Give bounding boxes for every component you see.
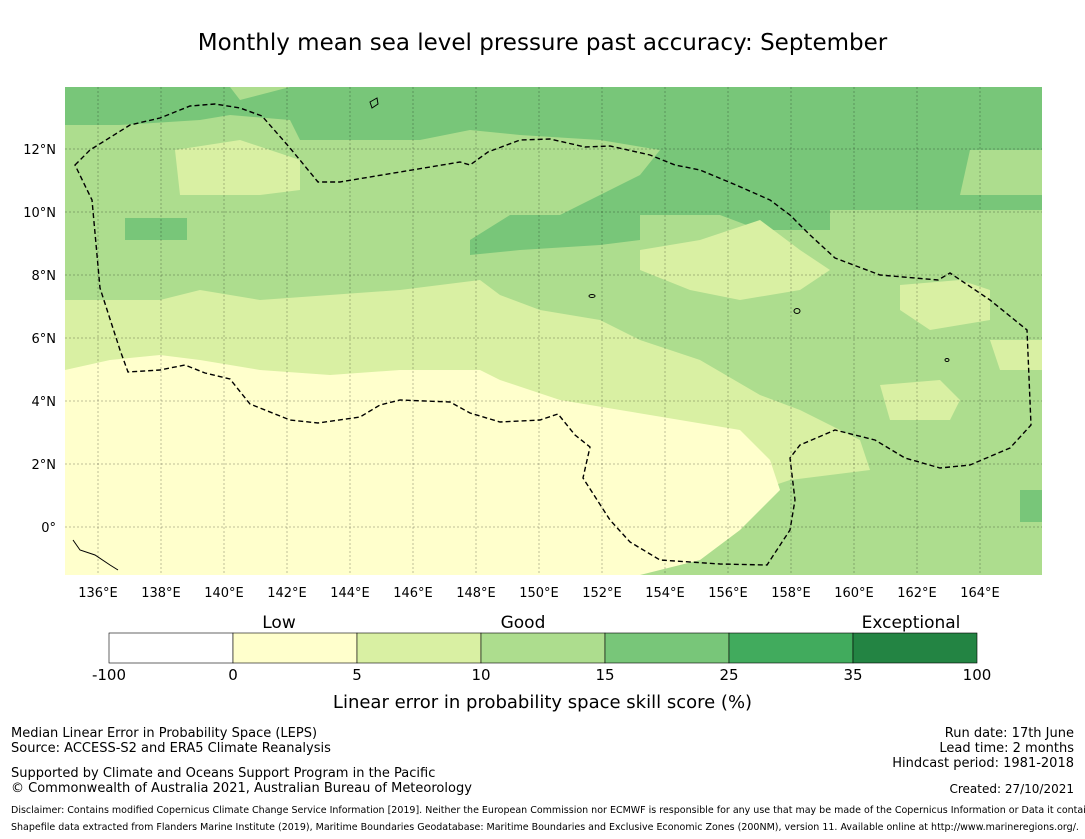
island-pohnpei	[793, 308, 801, 314]
island-png-coast	[72, 539, 119, 571]
footer-copyright: © Commonwealth of Australia 2021, Austra…	[11, 781, 472, 796]
lon-label-148e: 148°E	[456, 586, 496, 601]
map-title: Monthly mean sea level pressure past acc…	[197, 30, 888, 56]
footer-leps: Median Linear Error in Probability Space…	[11, 726, 318, 741]
lat-label-0: 0°	[41, 521, 56, 536]
footer-run-info: Run date: 17th June Lead time: 2 months …	[892, 726, 1074, 771]
skill-region-very-good-small	[125, 218, 187, 240]
skill-region-fair-east	[640, 220, 830, 300]
colorbar	[108, 632, 978, 664]
lon-label-146e: 146°E	[393, 586, 433, 601]
disclaimer-shapefile: Shapefile data extracted from Flanders M…	[11, 822, 1079, 833]
skill-region-fair-east2	[880, 380, 960, 420]
lon-label-144e: 144°E	[330, 586, 370, 601]
island-guam	[369, 97, 379, 109]
colorbar-tick: 15	[595, 666, 615, 684]
skill-map-fill	[65, 87, 1042, 575]
colorbar-tick: 0	[228, 666, 238, 684]
colorbar-swatch-4	[604, 632, 730, 664]
lon-label-140e: 140°E	[204, 586, 244, 601]
skill-region-very-good-north	[65, 87, 1042, 255]
footer-source: Source: ACCESS-S2 and ERA5 Climate Reana…	[11, 741, 331, 756]
lon-label-164e: 164°E	[960, 586, 1000, 601]
footer-support: Supported by Climate and Oceans Support …	[11, 766, 436, 781]
island-kosrae	[944, 358, 950, 362]
colorbar-swatch-5	[728, 632, 854, 664]
skill-region-fair-northeast	[900, 280, 990, 330]
colorbar-category-good: Good	[500, 613, 546, 633]
lat-axis-labels: 12°N 10°N 8°N 6°N 4°N 2°N 0°	[23, 143, 56, 536]
colorbar-tick: -100	[91, 666, 127, 684]
colorbar-tick: 100	[962, 666, 992, 684]
colorbar-swatch-1	[232, 632, 358, 664]
lon-label-138e: 138°E	[141, 586, 181, 601]
colorbar-tick: 25	[719, 666, 739, 684]
island-chuuk	[588, 294, 596, 298]
eez-boundary-west	[74, 103, 1032, 566]
run-date: Run date: 17th June	[944, 726, 1074, 741]
colorbar-category-exceptional: Exceptional	[861, 613, 961, 633]
colorbar-label: Linear error in probability space skill …	[332, 692, 753, 713]
colorbar-swatch-3	[480, 632, 606, 664]
colorbar-swatch-2	[356, 632, 482, 664]
footer-credits: Supported by Climate and Oceans Support …	[11, 766, 472, 796]
lat-label-2n: 2°N	[32, 458, 57, 473]
lon-label-150e: 150°E	[519, 586, 559, 601]
colorbar-tick: 10	[471, 666, 491, 684]
lat-label-10n: 10°N	[23, 206, 56, 221]
lat-label-6n: 6°N	[32, 332, 57, 347]
disclaimer-copernicus: Disclaimer: Contains modified Copernicus…	[11, 805, 1085, 816]
lat-label-12n: 12°N	[23, 143, 56, 158]
map-graticule	[65, 87, 1042, 575]
lon-label-142e: 142°E	[267, 586, 307, 601]
lon-label-158e: 158°E	[771, 586, 811, 601]
lon-axis-labels: 136°E 138°E 140°E 142°E 144°E 146°E 148°…	[78, 586, 1000, 601]
colorbar-swatch-6	[852, 632, 978, 664]
colorbar-tick: 5	[352, 666, 362, 684]
lon-label-160e: 160°E	[834, 586, 874, 601]
colorbar-category-low: Low	[262, 613, 296, 633]
lon-label-154e: 154°E	[645, 586, 685, 601]
colorbar-tick: 35	[843, 666, 863, 684]
colorbar-swatch-0	[108, 632, 234, 664]
lon-label-152e: 152°E	[582, 586, 622, 601]
hindcast-period: Hindcast period: 1981-2018	[892, 756, 1074, 771]
skill-region-fair-north	[175, 140, 300, 195]
lon-label-136e: 136°E	[78, 586, 118, 601]
created-date: Created: 27/10/2021	[949, 782, 1074, 796]
lon-label-156e: 156°E	[708, 586, 748, 601]
lat-label-4n: 4°N	[32, 395, 57, 410]
lat-label-8n: 8°N	[32, 269, 57, 284]
skill-region-low	[65, 355, 780, 575]
lon-label-162e: 162°E	[897, 586, 937, 601]
footer-method: Median Linear Error in Probability Space…	[11, 726, 331, 756]
skill-region-very-good-east	[1020, 490, 1042, 522]
lead-time: Lead time: 2 months	[939, 741, 1074, 756]
